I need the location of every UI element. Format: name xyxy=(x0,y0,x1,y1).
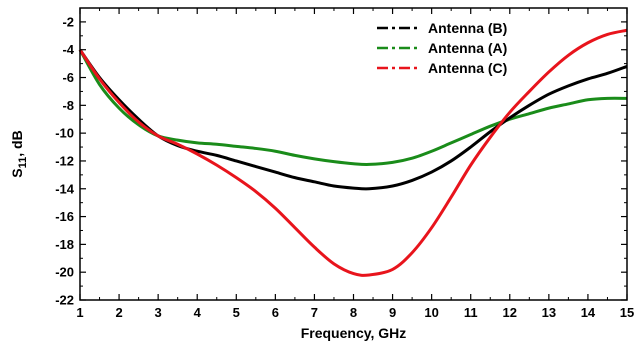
x-tick-label: 1 xyxy=(76,305,83,320)
y-tick-label: -18 xyxy=(55,237,74,252)
legend: Antenna (B) Antenna (A) Antenna (C) xyxy=(377,20,507,76)
x-tick-label: 4 xyxy=(194,305,202,320)
series-line-antenna-c xyxy=(78,28,628,277)
series-line-antenna-a xyxy=(78,48,628,166)
y-tick-label: -6 xyxy=(62,70,74,85)
y-tick-label: -10 xyxy=(55,126,74,141)
y-tick-label: -12 xyxy=(55,153,74,168)
y-axis-label: S11, dB xyxy=(9,130,29,177)
x-tick-label: 5 xyxy=(233,305,240,320)
y-tick-label: -22 xyxy=(55,293,74,308)
x-tick-label: 6 xyxy=(272,305,279,320)
y-axis-label-main: S xyxy=(9,168,25,177)
series-layer xyxy=(78,28,628,277)
plot-frame xyxy=(79,7,628,301)
y-tick-label: -14 xyxy=(55,181,75,196)
x-tick-label: 15 xyxy=(620,305,634,320)
x-tick-label: 9 xyxy=(389,305,396,320)
x-tick-label: 14 xyxy=(581,305,596,320)
series-line-antenna-b xyxy=(78,48,628,191)
x-tick-label: 2 xyxy=(115,305,122,320)
x-tick-label: 8 xyxy=(350,305,357,320)
y-axis-label-suffix: , dB xyxy=(9,130,25,156)
x-axis-label: Frequency, GHz xyxy=(301,325,407,341)
y-tick-label: -4 xyxy=(62,42,74,57)
y-axis-label-subscript: 11 xyxy=(17,157,29,169)
x-tick-label: 12 xyxy=(503,305,517,320)
x-tick-label: 3 xyxy=(155,305,162,320)
y-tick-label: -2 xyxy=(62,14,74,29)
x-tick-label: 13 xyxy=(542,305,556,320)
y-tick-label: -20 xyxy=(55,265,74,280)
legend-label: Antenna (A) xyxy=(428,40,507,56)
legend-label: Antenna (C) xyxy=(428,60,507,76)
ticks-layer: 1 2 3 4 5 6 7 8 9 10 11 12 13 14 15-2-4-6-8-10-12-14-1… xyxy=(55,8,634,320)
x-tick-label: 7 xyxy=(311,305,318,320)
legend-label: Antenna (B) xyxy=(428,20,507,36)
y-tick-label: -16 xyxy=(55,209,74,224)
x-tick-label: 11 xyxy=(464,305,478,320)
x-tick-label: 10 xyxy=(424,305,438,320)
y-tick-label: -8 xyxy=(62,98,74,113)
